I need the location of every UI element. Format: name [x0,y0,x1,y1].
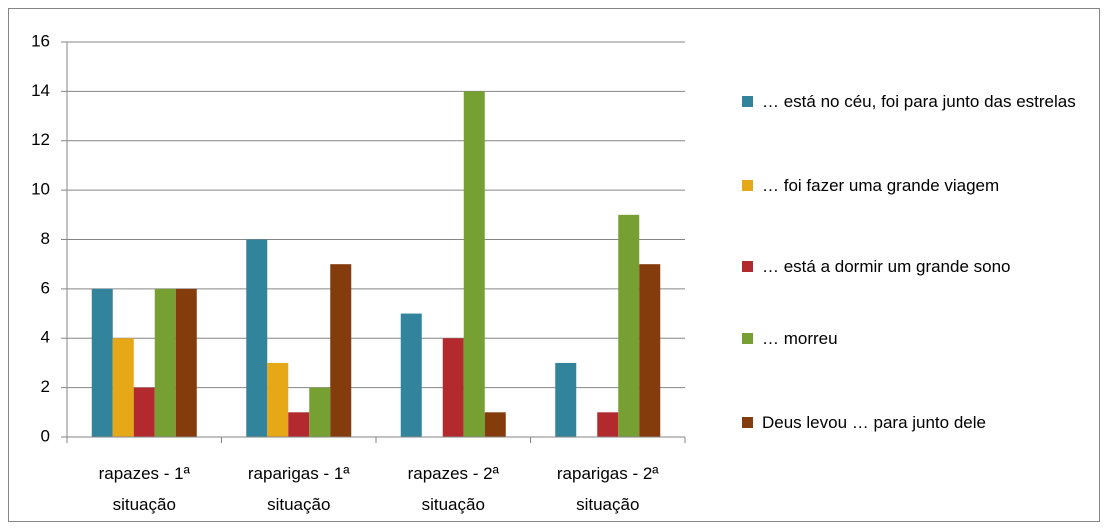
legend-label: … foi fazer uma grande viagem [762,176,1000,195]
x-tick-label: raparigas - 2ª situação [556,464,659,514]
legend-swatch [742,333,753,344]
legend-swatch [742,96,753,107]
bar [442,338,464,437]
x-tick-label: rapazes - 1ª situação [98,464,190,514]
bar [288,412,310,437]
bar [175,288,197,437]
legend-swatch [742,417,753,428]
bar [618,214,640,437]
legend-swatch [742,180,753,191]
bar [267,362,289,437]
bar [555,362,577,437]
y-tick-label: 0 [41,426,50,445]
bar [484,412,506,437]
bar [133,387,155,437]
y-tick-label: 6 [41,278,50,297]
bar [112,338,134,437]
y-tick-label: 8 [41,229,50,248]
x-tick-label: raparigas - 1ª situação [247,464,350,514]
y-tick-label: 10 [31,180,50,199]
bar [309,387,331,437]
bar [400,313,422,437]
y-tick-label: 4 [41,328,50,347]
bar [154,288,176,437]
bar [639,264,661,437]
legend-label: Deus levou … para junto dele [762,413,986,432]
bar [463,91,485,437]
legend-label: … está a dormir um grande sono [762,257,1011,276]
legend-swatch [742,261,753,272]
legend-label: … está no céu, foi para junto das estrel… [762,92,1076,111]
x-tick-label: rapazes - 2ª situação [407,464,499,514]
bar [597,412,619,437]
y-tick-label: 16 [31,31,50,50]
y-tick-label: 12 [31,130,50,149]
bar [246,239,268,437]
bar [330,264,352,437]
legend-label: … morreu [762,329,838,348]
y-tick-label: 2 [41,377,50,396]
y-tick-label: 14 [31,81,50,100]
bar [91,288,113,437]
